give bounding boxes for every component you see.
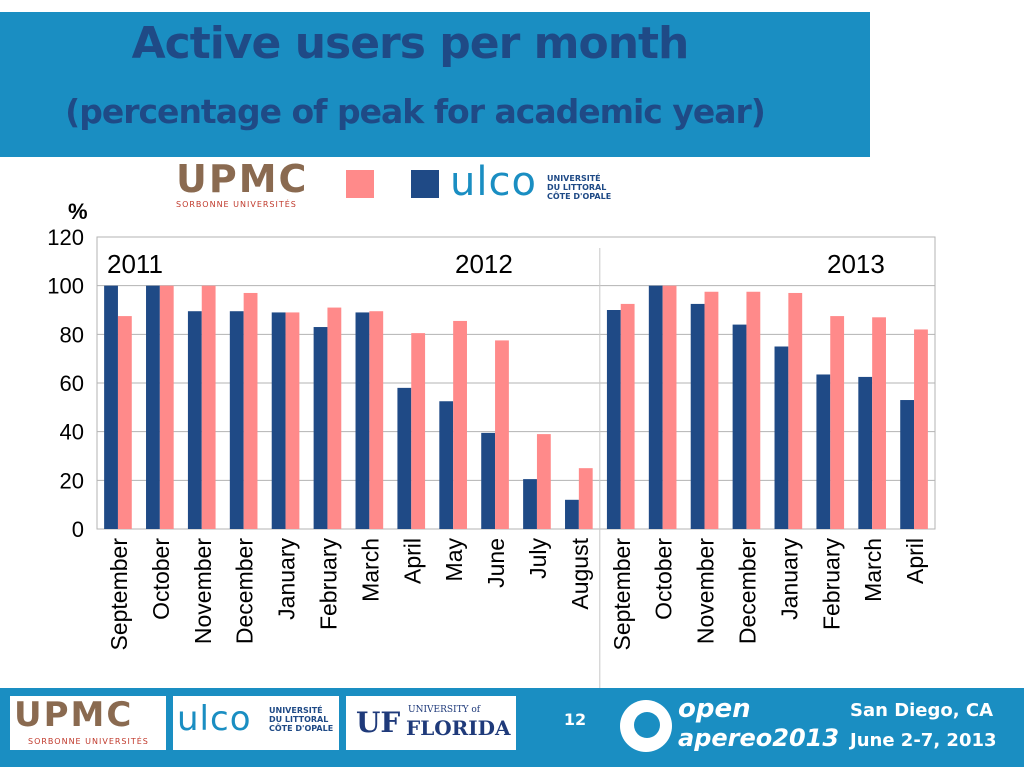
conference-info: San Diego, CA June 2-7, 2013 <box>850 696 997 756</box>
x-tick-label: January <box>776 538 802 620</box>
grid-layer <box>96 236 936 690</box>
bar-upmc <box>201 285 216 529</box>
bar-upmc <box>830 316 845 529</box>
bar-ulco <box>648 285 663 529</box>
bar-ulco <box>397 387 412 529</box>
bar-upmc <box>620 303 635 529</box>
y-tick-label: 60 <box>60 371 84 396</box>
x-tick-label: September <box>106 538 132 651</box>
footer-upmc-logo: UPMC SORBONNE UNIVERSITÉS <box>10 696 166 750</box>
bar-upmc <box>662 285 677 529</box>
y-tick-label: 80 <box>60 322 84 347</box>
x-tick-label: December <box>734 538 760 644</box>
x-tick-label: May <box>441 538 467 582</box>
bar-chart: 0 20 40 60 80 100 120% 2011 2012 2013 September Oct… <box>47 199 936 690</box>
x-tick-label: August <box>567 537 593 609</box>
bar-ulco <box>355 312 370 529</box>
bar-layer <box>104 285 928 529</box>
bar-ulco <box>732 324 747 529</box>
bar-ulco <box>816 374 831 529</box>
x-tick-label: October <box>651 538 677 620</box>
bar-upmc <box>285 312 300 529</box>
bar-ulco <box>439 401 454 529</box>
x-tick-label: January <box>274 538 300 620</box>
y-tick-label: 20 <box>60 468 84 493</box>
y-tick-label: 120 <box>47 225 84 250</box>
slide-title: Active users per month <box>131 18 690 69</box>
bar-upmc <box>746 291 761 529</box>
legend-swatch-upmc <box>346 170 374 198</box>
ulco-logo-word: ulco <box>450 159 537 205</box>
title-band <box>0 12 870 157</box>
bar-ulco <box>313 327 328 529</box>
footer-ulco-sub: UNIVERSITÉ DU LITTORAL CÔTE D'OPALE <box>269 706 334 733</box>
bar-ulco <box>690 303 705 529</box>
x-tick-label: July <box>525 538 551 579</box>
x-tick-label: February <box>818 538 844 631</box>
ulco-logo-sub: UNIVERSITÉ DU LITTORAL CÔTE D'OPALE <box>547 174 612 201</box>
x-tick-label: November <box>190 538 216 644</box>
x-tick-label: December <box>232 538 258 644</box>
x-tick-label: September <box>609 538 635 651</box>
slide-subtitle: (percentage of peak for academic year) <box>65 92 766 131</box>
bar-ulco <box>774 346 789 529</box>
bar-upmc <box>536 434 551 529</box>
bar-upmc <box>704 291 719 529</box>
bar-upmc <box>578 468 593 529</box>
bar-ulco <box>271 312 286 529</box>
year-label: 2013 <box>827 249 885 279</box>
x-tick-label: April <box>399 538 425 584</box>
y-tick-label: 0 <box>72 517 84 542</box>
bar-ulco <box>523 479 537 529</box>
conference-dates: June 2-7, 2013 <box>850 730 997 751</box>
bar-ulco <box>187 311 202 529</box>
x-tick-label: March <box>357 538 383 602</box>
bar-upmc <box>369 311 384 529</box>
bar-upmc <box>453 320 467 529</box>
bar-upmc <box>327 307 342 529</box>
bar-ulco <box>900 400 915 529</box>
uf-mark: UF <box>356 706 401 739</box>
bar-upmc <box>788 292 803 529</box>
bar-upmc <box>159 285 174 529</box>
bar-upmc <box>872 317 886 529</box>
bar-upmc <box>495 340 509 529</box>
uf-line1: UNIVERSITY of <box>408 705 481 715</box>
x-tick-label: February <box>315 538 341 631</box>
bar-ulco <box>858 376 873 529</box>
x-tick-label: October <box>148 538 174 620</box>
x-tick-label: June <box>483 538 509 588</box>
footer-uf-logo: UF UNIVERSITY of FLORIDA <box>346 696 516 750</box>
axis-layer: 0 20 40 60 80 100 120% 2011 2012 2013 September Oct… <box>47 199 928 651</box>
page-number: 12 <box>563 710 587 729</box>
bar-ulco <box>146 285 160 529</box>
apereo-logo: open apereo2013 <box>620 694 839 760</box>
footer-ulco-logo: ulco UNIVERSITÉ DU LITTORAL CÔTE D'OPALE <box>173 696 339 750</box>
x-tick-label: April <box>902 538 928 584</box>
x-tick-label: November <box>693 538 719 644</box>
x-tick-label: March <box>860 538 886 602</box>
bar-ulco <box>606 310 621 529</box>
bar-upmc <box>914 329 928 529</box>
conference-location: San Diego, CA <box>850 700 994 721</box>
upmc-logo-sub: SORBONNE UNIVERSITÉS <box>176 200 297 209</box>
upmc-logo-word: UPMC <box>176 157 309 201</box>
y-axis-label: % <box>68 199 88 224</box>
y-tick-label: 40 <box>60 420 84 445</box>
bar-upmc <box>117 316 132 529</box>
bar-upmc <box>243 292 258 529</box>
upmc-logo: UPMC SORBONNE UNIVERSITÉS <box>176 160 328 216</box>
legend-swatch-ulco <box>411 170 439 198</box>
ulco-logo: ulco UNIVERSITÉ DU LITTORAL CÔTE D'OPALE <box>450 162 620 212</box>
uf-line2: FLORIDA <box>406 716 511 740</box>
bar-ulco <box>565 499 579 529</box>
year-label: 2012 <box>455 249 513 279</box>
bar-ulco <box>104 285 118 529</box>
bar-ulco <box>229 311 244 529</box>
y-tick-label: 100 <box>47 274 84 299</box>
year-label: 2011 <box>107 249 163 279</box>
bar-upmc <box>411 333 426 529</box>
bar-ulco <box>481 432 496 529</box>
apereo-swirl-inner <box>634 712 660 738</box>
